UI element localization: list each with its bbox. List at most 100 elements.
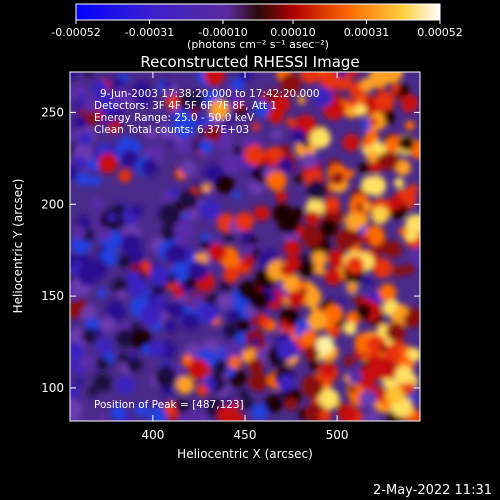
heatmap-cell [223, 323, 239, 339]
heatmap-cell [278, 212, 300, 234]
heatmap-cell [165, 94, 181, 111]
heatmap-cell [250, 403, 268, 421]
colorbar-tick-label: -0.00052 [51, 26, 100, 39]
heatmap-cell [172, 286, 184, 298]
heatmap-cell [224, 343, 243, 362]
heatmap-cell [403, 263, 415, 275]
heatmap-cell [178, 189, 199, 210]
heatmap-cell [319, 219, 338, 238]
heatmap-cell [372, 258, 393, 279]
heatmap-cell [384, 137, 400, 153]
heatmap-cell [301, 226, 323, 248]
x-tick-label: 400 [141, 428, 164, 442]
heatmap-cell [70, 398, 83, 420]
heatmap-cell [297, 96, 306, 105]
heatmap-cell [367, 354, 389, 376]
heatmap-cell [393, 177, 405, 189]
heatmap-cell [365, 129, 379, 143]
heatmap-cell [155, 366, 177, 389]
heatmap-cell [70, 384, 80, 403]
heatmap-cell [197, 412, 209, 421]
heatmap-cell [410, 247, 420, 266]
heatmap-cell [266, 170, 287, 191]
heatmap-cell [287, 290, 305, 308]
heatmap-cell [241, 397, 254, 410]
heatmap-cell [253, 205, 270, 222]
heatmap-cell [162, 80, 173, 90]
colorbar-ticks: -0.00052 -0.00031 -0.00010 0.00010 0.00031 0.… [51, 20, 463, 39]
colorbar-tick-label: 0.00010 [270, 26, 316, 39]
heatmap-cell [181, 312, 200, 332]
heatmap-cell [309, 360, 319, 371]
heatmap-cell [116, 376, 135, 395]
heatmap-cell [331, 171, 344, 185]
heatmap-cell [217, 405, 238, 421]
heatmap-cell [174, 399, 190, 414]
heatmap-cell [135, 403, 149, 417]
y-axis-label: Heliocentric Y (arcsec) [11, 179, 25, 314]
heatmap-cell [159, 203, 182, 226]
heatmap-cell [98, 413, 108, 421]
heatmap-cell [222, 397, 233, 408]
heatmap-cell [234, 100, 244, 110]
heatmap-cell [74, 156, 87, 169]
heatmap-cell [254, 100, 272, 118]
heatmap-cell [343, 321, 357, 336]
heatmap-cell [335, 228, 358, 251]
heatmap-cell [70, 165, 79, 181]
heatmap-cell [73, 115, 87, 130]
y-tick-label: 150 [41, 289, 64, 303]
heatmap-cell [97, 288, 107, 298]
heatmap-cell [93, 373, 112, 392]
heatmap-cell [87, 158, 100, 171]
heatmap-cell [223, 266, 240, 283]
heatmap-cell [267, 107, 284, 124]
heatmap-cell [179, 160, 196, 177]
heatmap-cell [243, 144, 265, 166]
heatmap-bright-spot [395, 366, 413, 384]
heatmap-cell [404, 120, 415, 131]
heatmap-cell [117, 290, 127, 300]
heatmap-cell [318, 409, 332, 421]
heatmap-cell [137, 90, 152, 106]
heatmap-cell [248, 358, 264, 374]
heatmap-cell [70, 301, 83, 319]
heatmap-cell [282, 274, 302, 293]
annotation-energy: Energy Range: 25.0 - 50.0 keV [94, 112, 255, 124]
heatmap-cell [110, 404, 126, 420]
heatmap-cell [169, 187, 179, 197]
heatmap-cell [388, 195, 404, 211]
heatmap-cell [75, 172, 91, 187]
heatmap-cell [342, 133, 360, 152]
heatmap-cell [242, 255, 254, 268]
heatmap-cell [198, 303, 219, 324]
heatmap-cell [279, 319, 289, 329]
heatmap-cell [226, 309, 239, 322]
heatmap-cell [324, 268, 342, 286]
heatmap-cell [199, 199, 221, 221]
heatmap-cell [290, 128, 307, 145]
heatmap-cell [188, 260, 209, 281]
heatmap-cell [164, 243, 187, 266]
heatmap-image [70, 72, 420, 421]
heatmap-cell [178, 92, 197, 111]
heatmap-cell [362, 276, 373, 287]
heatmap-cell [167, 124, 177, 134]
heatmap-cell [130, 204, 143, 217]
y-tick-label: 250 [41, 105, 64, 119]
heatmap-cell [309, 302, 318, 311]
heatmap-cell [200, 232, 210, 242]
heatmap-cell [79, 304, 98, 322]
heatmap-cell [94, 327, 103, 337]
heatmap-cell [230, 77, 246, 93]
heatmap-cell [77, 264, 99, 286]
heatmap-cell [153, 295, 166, 308]
heatmap-cell [118, 353, 129, 364]
heatmap-cell [277, 374, 295, 391]
heatmap-cell [347, 284, 357, 293]
heatmap-bright-spot [176, 376, 194, 394]
heatmap-cell [310, 127, 331, 149]
heatmap-cell [97, 153, 118, 174]
heatmap-bright-spot [371, 206, 389, 224]
heatmap-cell [344, 212, 364, 232]
